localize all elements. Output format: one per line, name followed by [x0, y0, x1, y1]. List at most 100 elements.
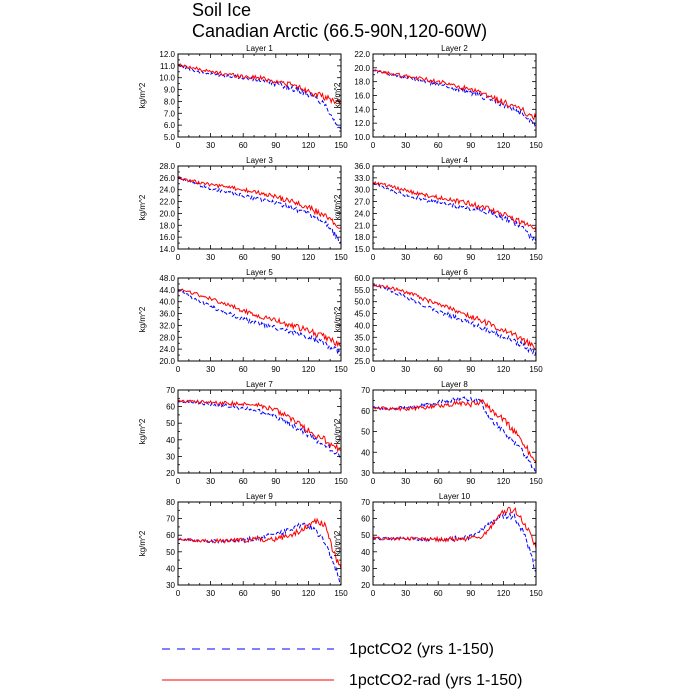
y-tick-label: 10.0 — [159, 74, 175, 83]
series-line-1pctco2 — [177, 177, 342, 244]
x-tick-label: 120 — [497, 477, 511, 486]
y-tick-label: 30 — [166, 452, 175, 461]
y-tick-label: 50 — [361, 428, 370, 437]
y-tick-label: 14.0 — [159, 245, 175, 254]
y-tick-label: 60 — [166, 531, 175, 540]
y-tick-label: 70 — [166, 515, 175, 524]
y-tick-label: 40 — [166, 436, 175, 445]
y-tick-label: 9.0 — [164, 86, 176, 95]
x-tick-label: 30 — [401, 141, 410, 150]
x-tick-label: 60 — [434, 141, 443, 150]
y-tick-label: 22.0 — [354, 50, 370, 59]
x-tick-label: 90 — [271, 477, 280, 486]
y-tick-label: 50 — [166, 548, 175, 557]
x-tick-label: 0 — [371, 365, 376, 374]
y-tick-label: 10.0 — [354, 133, 370, 142]
y-tick-label: 80 — [166, 498, 175, 507]
x-tick-label: 30 — [206, 589, 215, 598]
x-tick-label: 0 — [176, 589, 181, 598]
plot-frame — [177, 389, 342, 474]
y-tick-label: 33.0 — [354, 174, 370, 183]
x-tick-label: 0 — [371, 141, 376, 150]
y-tick-label: 12.0 — [354, 119, 370, 128]
series-line-1pctco2 — [372, 69, 537, 127]
x-tick-label: 120 — [302, 589, 316, 598]
y-tick-label: 30 — [361, 469, 370, 478]
x-tick-label: 120 — [497, 365, 511, 374]
x-tick-label: 150 — [334, 589, 348, 598]
y-tick-label: 28.0 — [159, 162, 175, 171]
y-tick-label: 50 — [361, 531, 370, 540]
y-axis-label: kg/m^2 — [138, 530, 147, 556]
plot-frame — [177, 165, 342, 250]
x-tick-label: 0 — [371, 589, 376, 598]
plot-frame — [372, 277, 537, 362]
series-line-1pctco2-rad — [177, 176, 342, 229]
y-axis-label: kg/m^2 — [333, 306, 342, 332]
x-tick-label: 60 — [434, 365, 443, 374]
series-line-1pctco2 — [177, 399, 342, 460]
series-line-1pctco2-rad — [178, 517, 342, 569]
y-tick-label: 40.0 — [159, 298, 175, 307]
x-tick-label: 150 — [334, 253, 348, 262]
panel-title: Layer 2 — [441, 44, 468, 53]
y-tick-label: 28.0 — [159, 333, 175, 342]
y-tick-label: 30 — [361, 564, 370, 573]
y-axis-label: kg/m^2 — [333, 530, 342, 556]
series-line-1pctco2 — [372, 511, 537, 573]
x-tick-label: 30 — [401, 253, 410, 262]
panel-title: Layer 5 — [246, 268, 273, 277]
panel-layer-6: Layer 6 kg/m^2 0 30 60 90 120 150 25.0 30.0 35.0 40… — [333, 268, 543, 374]
y-tick-label: 60 — [361, 515, 370, 524]
x-tick-label: 60 — [434, 589, 443, 598]
plot-frame — [372, 501, 537, 586]
x-tick-label: 60 — [434, 477, 443, 486]
y-axis-label: kg/m^2 — [333, 418, 342, 444]
x-tick-label: 150 — [529, 365, 543, 374]
series-line-1pctco2-rad — [177, 288, 342, 348]
y-tick-label: 25.0 — [354, 357, 370, 366]
x-tick-label: 30 — [206, 477, 215, 486]
panel-title: Layer 10 — [439, 492, 471, 501]
plot-frame — [177, 501, 342, 586]
y-axis-label: kg/m^2 — [333, 82, 342, 108]
series-line-1pctco2-rad — [372, 284, 537, 350]
x-tick-label: 30 — [401, 589, 410, 598]
x-tick-label: 30 — [401, 477, 410, 486]
x-tick-label: 0 — [176, 365, 181, 374]
x-tick-label: 90 — [271, 365, 280, 374]
y-axis-label: kg/m^2 — [138, 194, 147, 220]
y-tick-label: 32.0 — [159, 321, 175, 330]
y-tick-label: 21.0 — [354, 221, 370, 230]
series-line-1pctco2-rad — [177, 63, 342, 105]
x-tick-label: 0 — [371, 477, 376, 486]
plot-frame — [372, 165, 537, 250]
series-line-1pctco2 — [372, 396, 536, 472]
series-line-1pctco2 — [372, 182, 537, 242]
x-tick-label: 0 — [176, 141, 181, 150]
series-line-1pctco2 — [177, 63, 342, 132]
panel-title: Layer 9 — [246, 492, 273, 501]
y-tick-label: 16.0 — [159, 233, 175, 242]
x-tick-label: 90 — [466, 477, 475, 486]
x-tick-label: 120 — [302, 253, 316, 262]
plot-frame — [177, 277, 342, 362]
y-tick-label: 60 — [166, 403, 175, 412]
y-tick-label: 7.0 — [164, 109, 176, 118]
x-tick-label: 120 — [497, 253, 511, 262]
y-tick-label: 70 — [361, 498, 370, 507]
panel-layer-2: Layer 2 kg/m^2 0 30 60 90 120 150 10.0 12.0 14.0 16… — [333, 44, 543, 150]
panel-layer-1: Layer 1 kg/m^2 0 30 60 90 120 150 5.0 6.0 7.0 8.0 9.… — [138, 44, 348, 150]
series-line-1pctco2-rad — [177, 399, 342, 453]
y-tick-label: 8.0 — [164, 97, 176, 106]
x-tick-label: 90 — [466, 253, 475, 262]
x-tick-label: 30 — [206, 141, 215, 150]
y-tick-label: 14.0 — [354, 105, 370, 114]
series-line-1pctco2-rad — [372, 398, 537, 463]
y-tick-label: 6.0 — [164, 121, 176, 130]
y-tick-label: 18.0 — [354, 78, 370, 87]
series-line-1pctco2 — [373, 284, 537, 356]
y-tick-label: 12.0 — [159, 50, 175, 59]
